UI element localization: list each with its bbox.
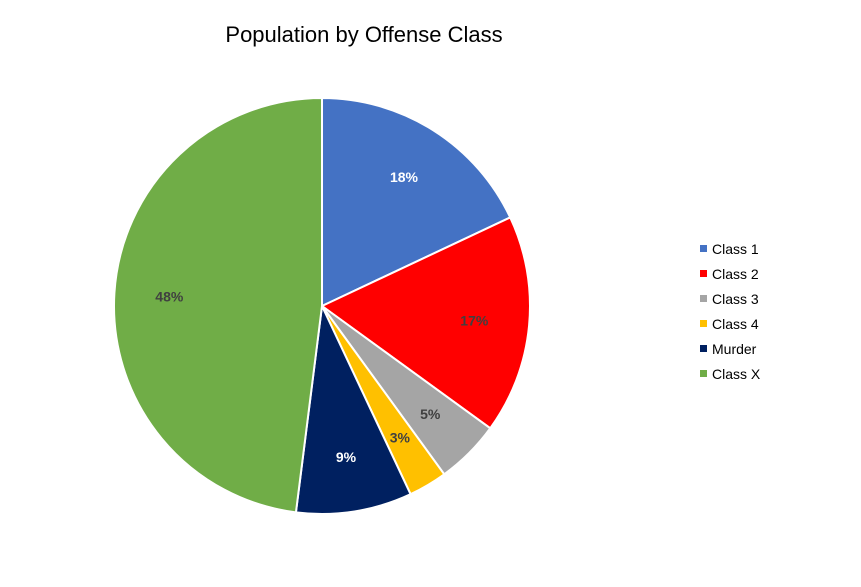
- chart-title: Population by Offense Class: [225, 22, 503, 47]
- legend-label: Murder: [712, 340, 757, 357]
- legend-item-class-3: Class 3: [700, 286, 760, 311]
- legend-label: Class 1: [712, 240, 759, 257]
- legend-label: Class 4: [712, 315, 759, 332]
- legend-item-class-2: Class 2: [700, 261, 760, 286]
- pie-slice-class-x: [113, 96, 323, 514]
- data-label-class-3: 5%: [420, 406, 441, 422]
- legend-label: Class 2: [712, 265, 759, 282]
- pie-slice-class-2: [320, 216, 531, 430]
- legend: Class 1 Class 2 Class 3 Class 4 Murder Class …: [700, 236, 760, 386]
- legend-item-class-4: Class 4: [700, 311, 760, 336]
- pie-slice-class-1: [321, 96, 512, 308]
- legend-item-murder: Murder: [700, 336, 760, 361]
- pie-slice-murder: [294, 302, 412, 515]
- legend-label: Class X: [712, 365, 761, 382]
- data-label-murder: 9%: [336, 449, 357, 465]
- legend-swatch: [700, 320, 707, 327]
- legend-item-class-1: Class 1: [700, 236, 760, 261]
- legend-label: Class 3: [712, 290, 759, 307]
- legend-swatch: [700, 270, 707, 277]
- legend-item-class-x: Class X: [700, 361, 760, 386]
- legend-swatch: [700, 245, 707, 252]
- legend-swatch: [700, 345, 707, 352]
- data-label-class-4: 3%: [390, 430, 411, 446]
- legend-swatch: [700, 370, 707, 377]
- data-label-class-x: 48%: [155, 288, 184, 304]
- data-label-class-1: 18%: [390, 169, 419, 185]
- legend-swatch: [700, 295, 707, 302]
- data-label-class-2: 17%: [460, 312, 489, 328]
